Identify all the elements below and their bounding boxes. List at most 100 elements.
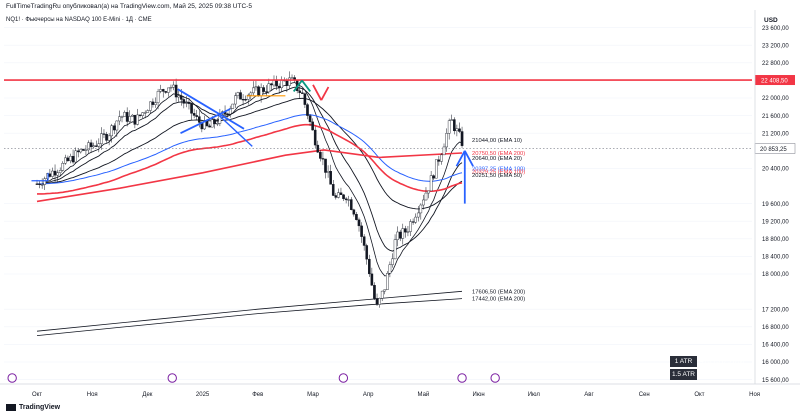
x-tick-label: Авг (584, 392, 594, 398)
candle-body (450, 119, 454, 121)
candle-body (347, 199, 350, 201)
chart-grid (4, 27, 752, 380)
candle-body (308, 115, 312, 123)
candle-body (337, 192, 340, 198)
y-axis[interactable]: 23 600,00 23 200,00 22 800,00 22 000,00 21 6… (762, 26, 789, 384)
x-tick-label: Мар (307, 392, 319, 398)
candles (35, 71, 464, 308)
candle-body (236, 92, 240, 96)
candle-body (94, 145, 98, 147)
candle-body (208, 125, 211, 128)
candle-body (270, 83, 273, 86)
candle-body (380, 290, 384, 299)
candle-body (458, 128, 461, 132)
ema-label: 20397,25 (EMA 100) (472, 167, 525, 173)
x-tick-label: Май (418, 391, 430, 398)
candle-body (404, 228, 407, 233)
candle-body (357, 219, 361, 227)
candle-body (301, 92, 304, 94)
candle-body (416, 212, 420, 218)
candle-body (280, 79, 284, 89)
event-marker (167, 373, 177, 383)
candle-body (362, 236, 366, 246)
ema-label: 17606,50 (EMA 200) (472, 289, 525, 295)
x-tick-label: 2025 (196, 392, 210, 398)
candle-body (334, 195, 338, 198)
candle-body (429, 175, 433, 192)
candle-body (112, 125, 116, 131)
candle-body (159, 89, 162, 92)
y-tick-label: 21 600,00 (762, 114, 789, 120)
event-marker (457, 373, 467, 383)
candle-body (149, 101, 152, 111)
tradingview-logo-icon (6, 404, 16, 411)
candle-body (447, 120, 451, 134)
symbol-title[interactable]: NQ1! · Фьючерсы на NASDAQ 100 E-Mini · 1… (6, 17, 152, 23)
candle-body (167, 87, 170, 93)
candle-body (71, 155, 75, 163)
candle-body (422, 199, 425, 206)
candle-body (151, 101, 155, 105)
publisher-caption: FullTimeTradingRu опубликовал(а) на Trad… (6, 3, 252, 10)
candle-body (455, 128, 459, 132)
candle-body (409, 221, 412, 232)
candle-body (97, 143, 101, 147)
atr-value: 715,25 (3,41%) (700, 371, 745, 378)
ema-label: 20750,50 (EMA 200) (472, 151, 525, 157)
candle-body (440, 154, 443, 162)
candle-body (197, 116, 201, 123)
candle-body (246, 94, 250, 100)
candle-body (349, 199, 353, 210)
candle-body (89, 142, 93, 148)
y-tick-label: 18 000,00 (762, 272, 789, 278)
event-markers[interactable] (7, 373, 500, 383)
ema-line (37, 123, 463, 195)
tradingview-logo[interactable]: TradingView (6, 404, 60, 411)
candle-body (161, 89, 165, 92)
candle-body (203, 120, 206, 130)
candle-body (259, 87, 263, 97)
candle-body (437, 159, 441, 162)
candle-body (445, 133, 448, 148)
candle-body (74, 150, 77, 163)
candle-body (419, 204, 423, 214)
candle-body (342, 194, 345, 199)
candle-body (128, 116, 132, 122)
candle-body (352, 209, 356, 215)
candle-body (174, 84, 178, 98)
ema-line (36, 86, 463, 252)
currency-label[interactable]: USD (764, 17, 778, 24)
candle-body (210, 119, 214, 128)
candle-body (110, 125, 114, 137)
atr-key: 1.5 ATR (670, 369, 697, 380)
candle-body (252, 87, 255, 94)
red-arrow (320, 86, 330, 101)
ema-200-line (36, 149, 463, 203)
candle-body (241, 99, 245, 101)
candle-body (107, 135, 111, 141)
x-tick-label: Окт (32, 392, 42, 398)
candle-body (84, 149, 88, 151)
candle-body (329, 171, 332, 185)
candle-body (51, 170, 54, 177)
ema-200-low-line (36, 298, 463, 336)
green-arrow (292, 79, 303, 92)
x-axis[interactable]: Окт Ноя Дек 2025 Фев Мар Апр Май Июн Июл Авг Сен Окт… (32, 391, 760, 398)
candle-body (195, 115, 199, 117)
candle-body (277, 85, 281, 89)
candle-body (344, 198, 348, 201)
y-tick-label: 21 200,00 (762, 131, 789, 137)
candle-body (66, 157, 70, 162)
candle-body (383, 289, 387, 292)
candle-body (226, 113, 229, 115)
candle-body (234, 95, 237, 105)
candle-body (414, 216, 417, 223)
candle-body (368, 258, 371, 275)
candle-body (182, 99, 186, 104)
y-tick-label: 19 600,00 (762, 202, 789, 208)
candle-body (311, 121, 314, 131)
candle-body (141, 112, 144, 116)
candle-body (360, 225, 363, 237)
ema-label: 21044,00 (EMA 10) (472, 138, 522, 144)
